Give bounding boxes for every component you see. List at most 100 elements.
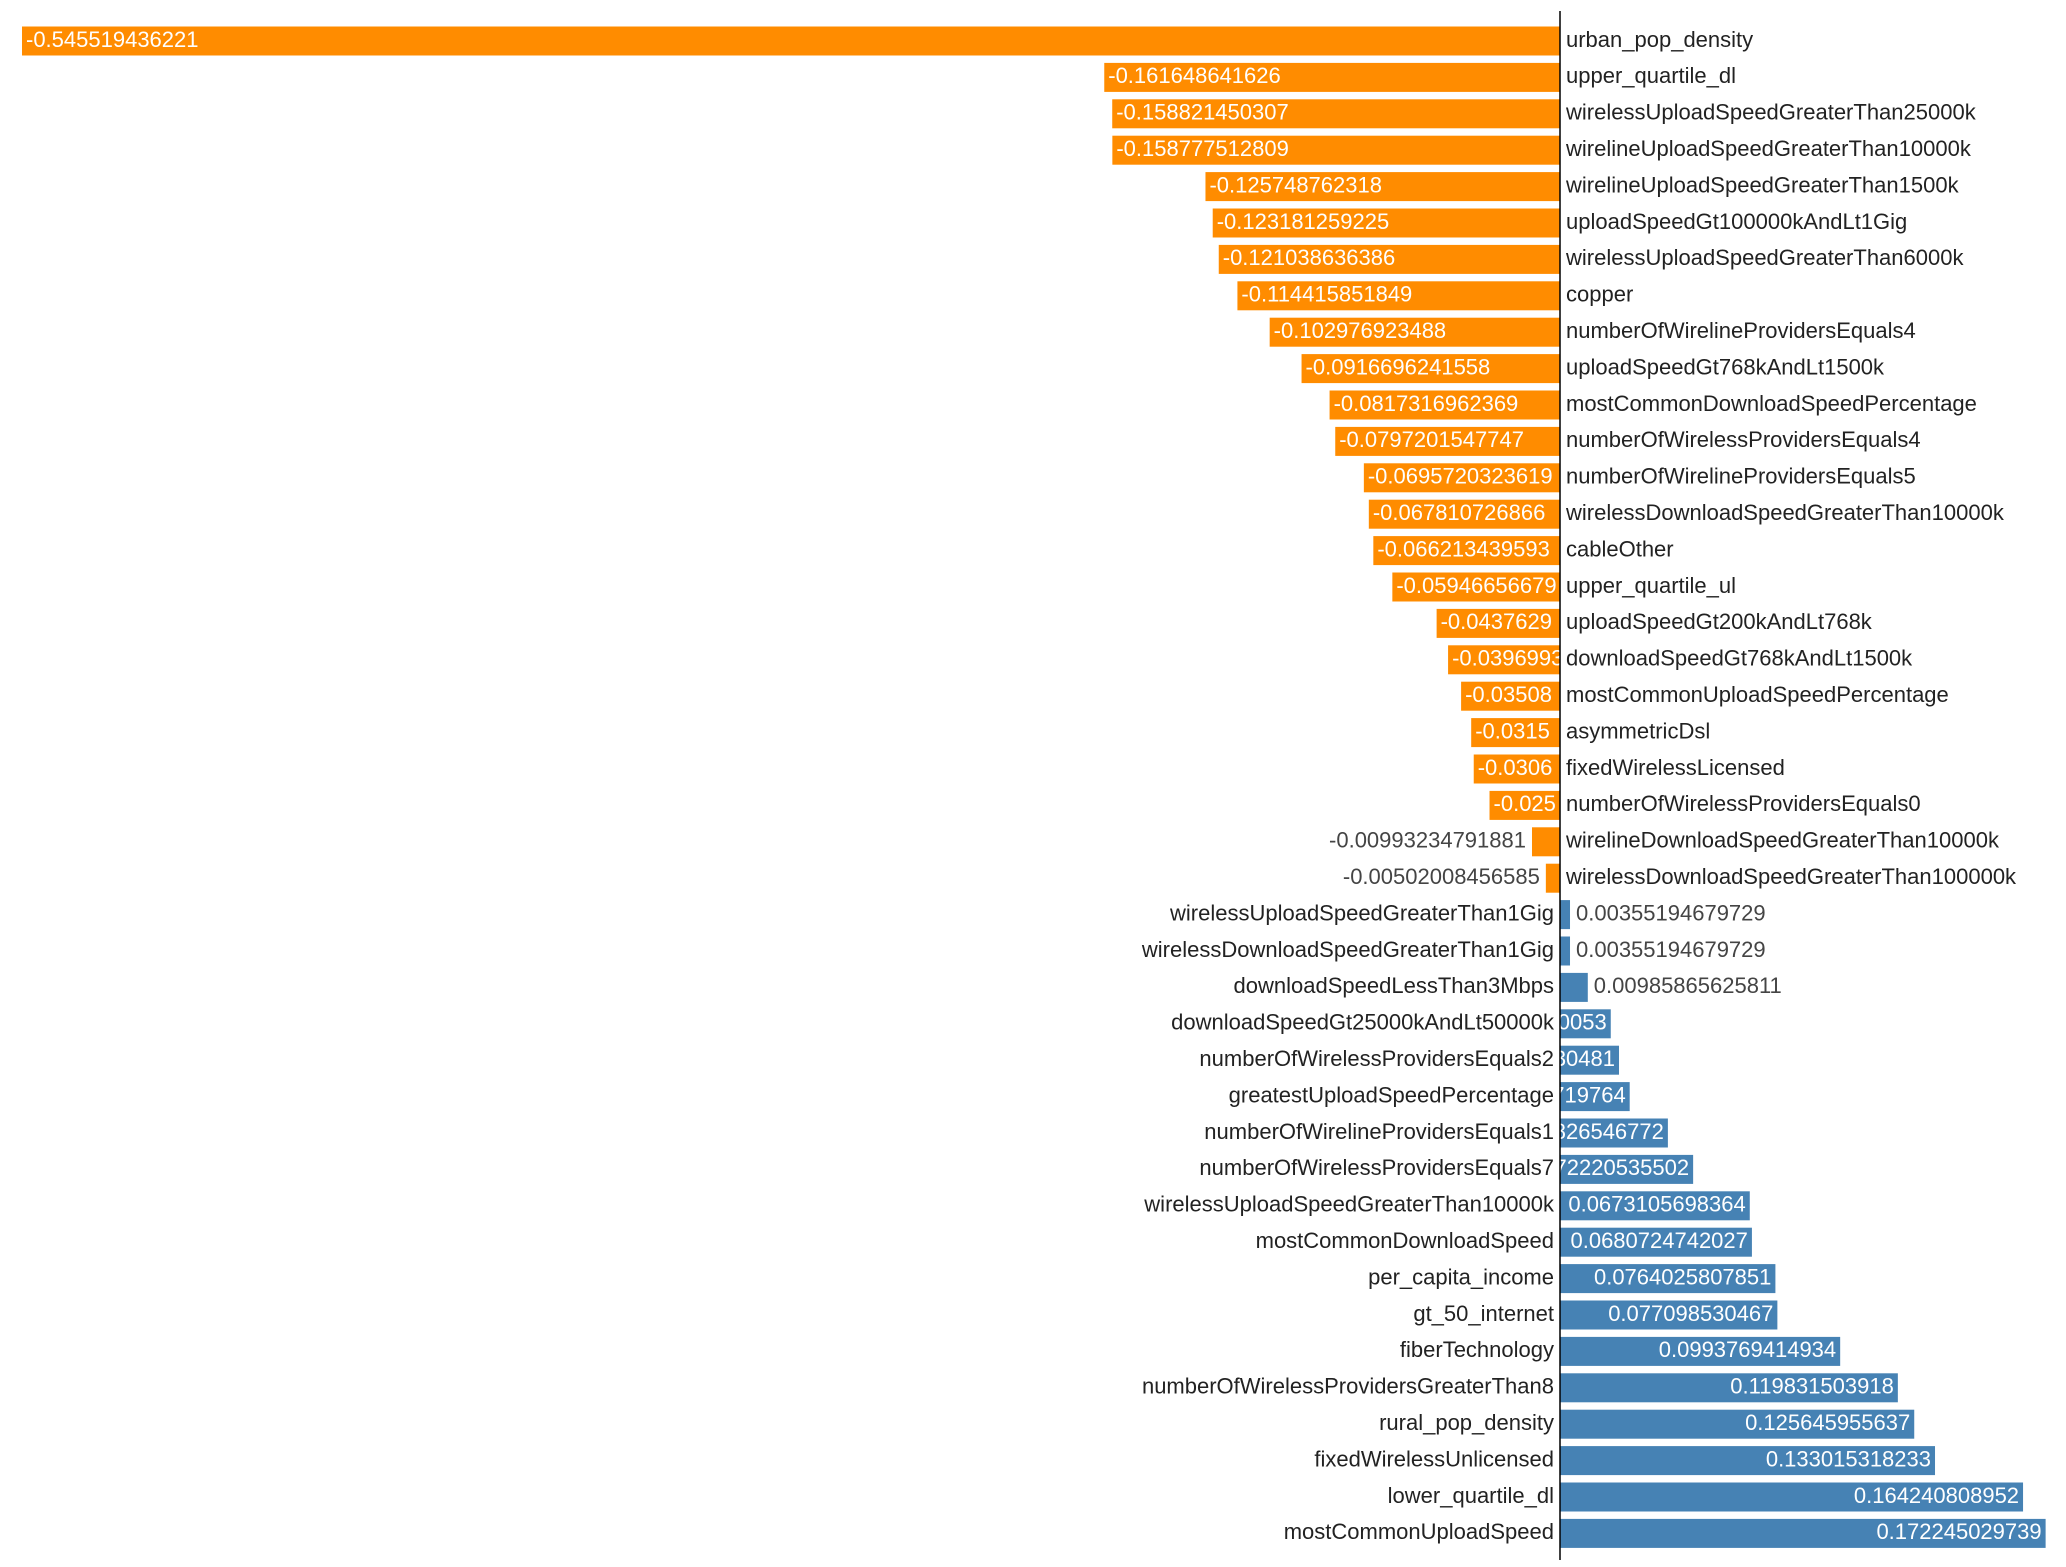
bar	[1473, 754, 1560, 784]
category-label: fiberTechnology	[1400, 1337, 1554, 1362]
category-label: urban_pop_density	[1566, 27, 1753, 52]
value-label: -0.00993234791881	[1329, 828, 1526, 853]
category-label: greatestUploadSpeedPercentage	[1229, 1082, 1554, 1107]
bar	[1461, 681, 1560, 711]
value-label: -0.03508	[1465, 682, 1552, 707]
bar	[1560, 972, 1588, 1002]
value-label: -0.0396993	[1452, 646, 1563, 671]
value-label: 0.024719764	[1497, 1082, 1625, 1107]
value-label: -0.121038636386	[1223, 245, 1396, 270]
category-label: uploadSpeedGt768kAndLt1500k	[1566, 354, 1885, 379]
bar	[1560, 1518, 2046, 1548]
value-label: -0.123181259225	[1217, 209, 1390, 234]
value-label: 0.00355194679729	[1576, 900, 1766, 925]
bar	[1329, 390, 1560, 420]
value-label: -0.066213439593	[1377, 536, 1550, 561]
category-label: fixedWirelessUnlicensed	[1314, 1446, 1554, 1471]
category-label: numberOfWirelineProvidersEquals4	[1566, 318, 1916, 343]
bar	[1560, 1300, 1778, 1330]
value-label: 0.125645955637	[1745, 1410, 1910, 1435]
value-label: 0.0993769414934	[1659, 1337, 1836, 1362]
value-label: -0.0817316962369	[1334, 391, 1519, 416]
category-label: numberOfWirelineProvidersEquals5	[1566, 464, 1916, 489]
bar	[1560, 900, 1571, 930]
bar	[1545, 863, 1560, 893]
bar	[1471, 718, 1560, 748]
bar	[1218, 244, 1560, 274]
bar	[1560, 1118, 1668, 1148]
value-label: 0.0180053	[1503, 1010, 1607, 1035]
category-label: copper	[1566, 282, 1633, 307]
value-label: -0.067810726866	[1373, 500, 1546, 525]
category-label: gt_50_internet	[1413, 1301, 1554, 1326]
category-label: wirelessUploadSpeedGreaterThan10000k	[1143, 1192, 1555, 1217]
category-label: numberOfWirelessProvidersGreaterThan8	[1142, 1374, 1554, 1399]
category-label: uploadSpeedGt200kAndLt768k	[1566, 609, 1873, 634]
category-label: mostCommonDownloadSpeed	[1256, 1228, 1554, 1253]
category-label: upper_quartile_ul	[1566, 573, 1736, 598]
category-label: wirelessDownloadSpeedGreaterThan1Gig	[1141, 937, 1554, 962]
value-label: -0.00502008456585	[1343, 864, 1540, 889]
category-label: cableOther	[1566, 536, 1674, 561]
value-label: -0.0437629	[1441, 609, 1552, 634]
value-label: 0.119831503918	[1730, 1374, 1894, 1399]
value-label: -0.114415851849	[1241, 282, 1412, 307]
bar	[22, 26, 1560, 56]
bar	[1560, 1227, 1752, 1257]
bar	[1335, 426, 1560, 456]
category-label: uploadSpeedGt100000kAndLt1Gig	[1566, 209, 1907, 234]
category-label: wirelessUploadSpeedGreaterThan6000k	[1565, 245, 1964, 270]
category-label: mostCommonUploadSpeed	[1284, 1519, 1554, 1544]
category-label: downloadSpeedGt768kAndLt1500k	[1566, 646, 1913, 671]
bar	[1205, 172, 1560, 202]
value-label: 0.00355194679729	[1576, 937, 1766, 962]
category-label: wirelessUploadSpeedGreaterThan1Gig	[1169, 900, 1554, 925]
bar	[1448, 645, 1560, 675]
bar	[1560, 1191, 1750, 1221]
bar	[1112, 99, 1560, 129]
bar	[1560, 936, 1571, 966]
value-label: -0.161648641626	[1108, 63, 1281, 88]
category-label: numberOfWirelineProvidersEquals1	[1204, 1119, 1554, 1144]
value-label: 0.164240808952	[1854, 1483, 2019, 1508]
value-label: 0.133015318233	[1766, 1446, 1931, 1471]
value-label: -0.0306	[1478, 755, 1553, 780]
category-label: wirelineUploadSpeedGreaterThan10000k	[1565, 136, 1972, 161]
bar	[1560, 1082, 1630, 1112]
bar	[1269, 317, 1560, 347]
value-label: 0.00985865625811	[1594, 973, 1782, 998]
bar	[1560, 1446, 1936, 1476]
category-label: per_capita_income	[1368, 1264, 1554, 1289]
value-label: -0.125748762318	[1209, 172, 1382, 197]
category-label: lower_quartile_dl	[1388, 1483, 1554, 1508]
value-label: -0.158821450307	[1116, 100, 1289, 125]
bar	[1560, 1045, 1620, 1075]
value-label: 0.0680724742027	[1570, 1228, 1747, 1253]
bar	[1531, 827, 1560, 857]
bar	[1363, 463, 1560, 493]
value-label: -0.0315	[1475, 718, 1550, 743]
category-label: downloadSpeedLessThan3Mbps	[1234, 973, 1554, 998]
category-label: upper_quartile_dl	[1566, 63, 1736, 88]
category-label: mostCommonDownloadSpeedPercentage	[1566, 391, 1977, 416]
bar	[1560, 1409, 1915, 1439]
bar	[1560, 1336, 1841, 1366]
category-label: numberOfWirelessProvidersEquals0	[1566, 791, 1921, 816]
bar	[1489, 790, 1560, 820]
category-label: wirelineUploadSpeedGreaterThan1500k	[1565, 172, 1960, 197]
value-label: -0.545519436221	[26, 27, 199, 52]
bar	[1560, 1154, 1694, 1184]
category-label: numberOfWirelessProvidersEquals7	[1199, 1155, 1554, 1180]
bar	[1560, 1373, 1898, 1403]
value-label: -0.05946656679	[1396, 573, 1556, 598]
category-label: wirelessDownloadSpeedGreaterThan10000k	[1565, 500, 2005, 525]
value-label: -0.0695720323619	[1368, 464, 1553, 489]
category-label: asymmetricDsl	[1566, 718, 1710, 743]
value-label: 0.0764025807851	[1594, 1264, 1771, 1289]
bar	[1560, 1009, 1611, 1039]
category-label: wirelessDownloadSpeedGreaterThan100000k	[1565, 864, 2017, 889]
value-label: -0.158777512809	[1116, 136, 1289, 161]
value-label: -0.0797201547747	[1339, 427, 1524, 452]
